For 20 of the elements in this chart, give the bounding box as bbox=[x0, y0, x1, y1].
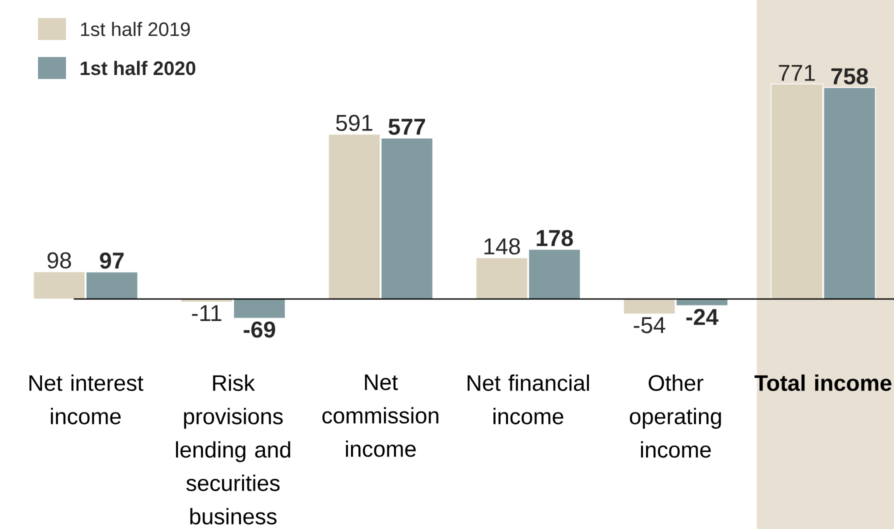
data-label: -11 bbox=[192, 305, 222, 322]
data-label: -69 bbox=[244, 321, 276, 338]
data-label: 178 bbox=[536, 230, 573, 246]
data-label: 148 bbox=[484, 238, 520, 255]
x-tick-label: Total income bbox=[754, 374, 892, 391]
x-tick-label: Net interest income bbox=[29, 374, 144, 424]
data-label: 98 bbox=[48, 252, 71, 268]
data-label: 771 bbox=[778, 65, 815, 81]
legend-label: 1st half 2020 bbox=[80, 60, 196, 76]
x-tick-label: Risk provisions lending and securities business bbox=[176, 374, 290, 524]
x-tick-label: Net financial income bbox=[468, 374, 589, 424]
legend-label: 1st half 2019 bbox=[81, 22, 190, 36]
data-label: -54 bbox=[634, 317, 666, 334]
x-tick-label: Net commission income bbox=[322, 374, 438, 457]
data-label: 577 bbox=[388, 118, 426, 135]
data-label: 591 bbox=[336, 114, 372, 131]
x-tick-label: Other operating income bbox=[630, 374, 721, 458]
data-label: 97 bbox=[100, 252, 124, 269]
data-label: -24 bbox=[686, 308, 718, 325]
data-label: 758 bbox=[831, 68, 868, 84]
